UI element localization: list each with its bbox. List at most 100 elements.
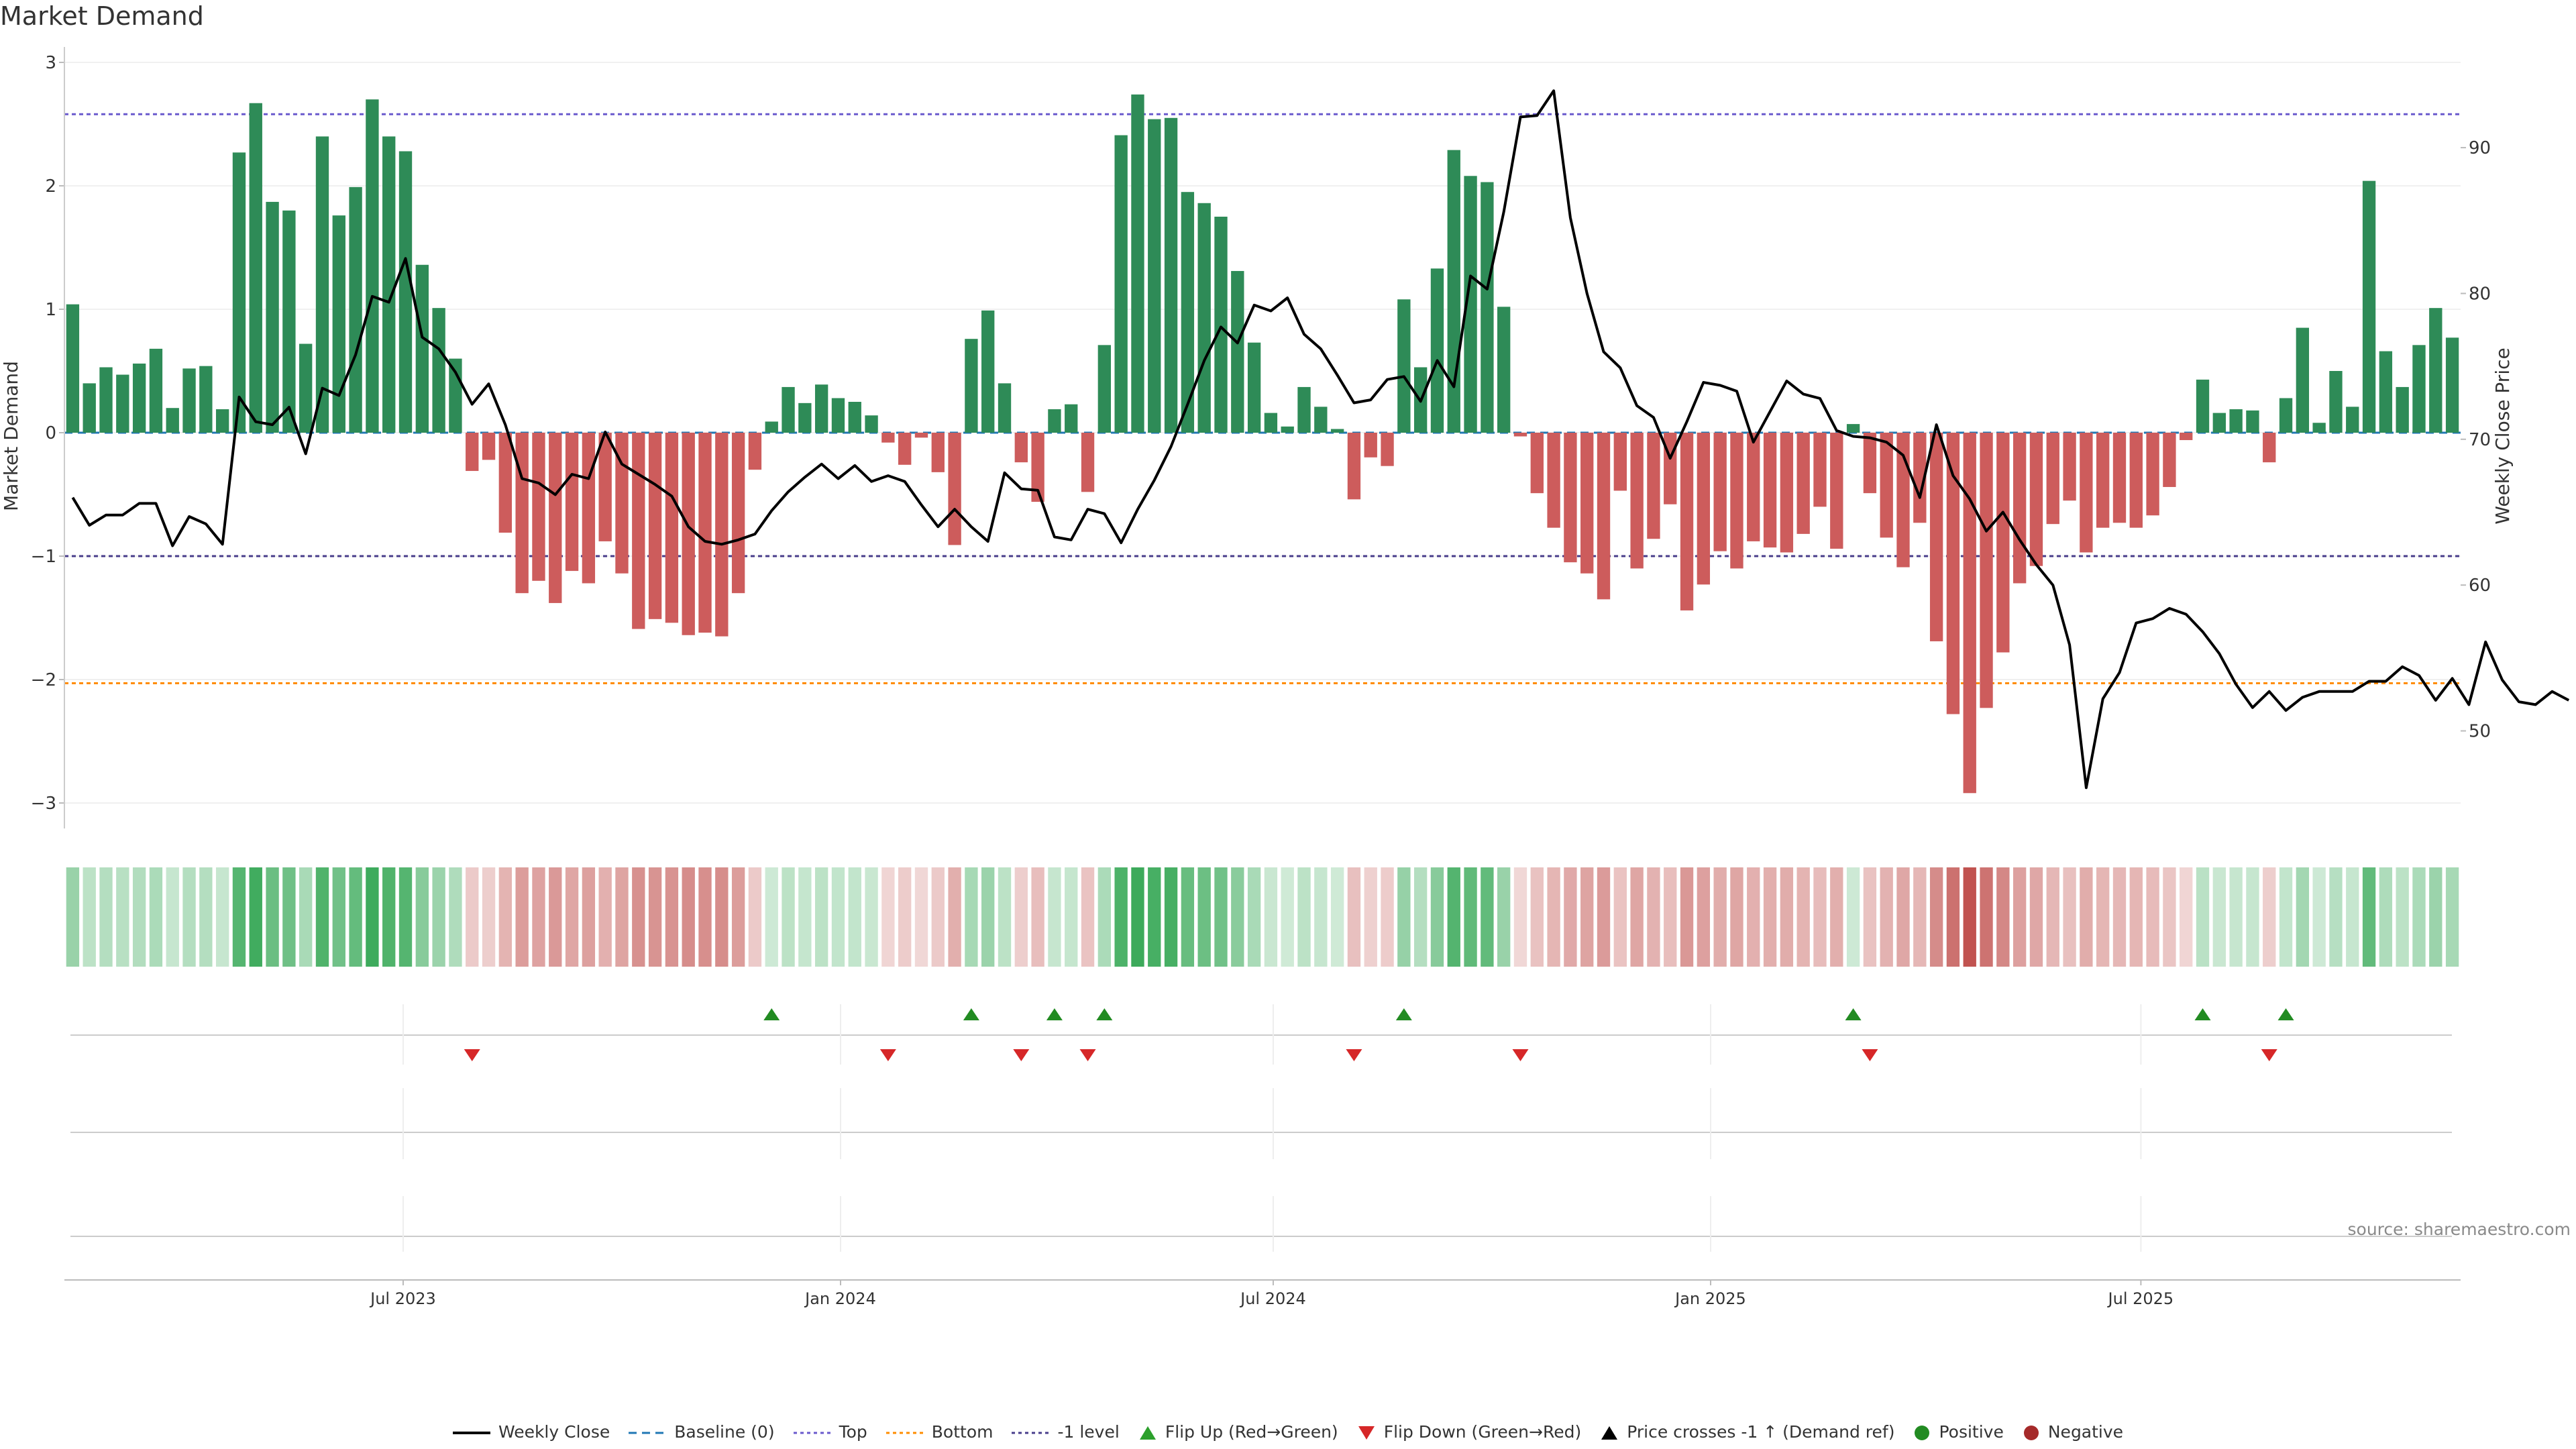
demand-bar [1613,433,1627,491]
legend-item: Positive [1913,1422,2004,1442]
demand-bar [2046,433,2059,525]
heat-cell [1796,867,1810,967]
source-label: source: sharemaestro.com [2347,1220,2571,1239]
demand-bar [648,433,662,619]
heat-cell [232,867,246,967]
demand-bar [1114,135,1128,433]
heat-cell [565,867,579,967]
heat-cell [914,867,928,967]
demand-bar [998,383,1012,433]
heat-cell [1980,867,1993,967]
demand-bar [831,398,845,433]
demand-bar [332,215,345,433]
demand-bar [715,433,729,637]
heat-cell [998,867,1012,967]
heat-cell [1413,867,1428,967]
demand-bar [914,433,928,438]
demand-bar [1181,192,1195,433]
y2-tick-label: 80 [2469,284,2491,304]
y-tick-label: 1 [45,300,56,320]
demand-bar [2196,379,2210,433]
demand-bar [449,358,462,433]
heat-cell [449,867,462,967]
heat-cell [532,867,545,967]
heat-cell [1763,867,1777,967]
heat-cell [1214,867,1228,967]
heat-cell [466,867,479,967]
demand-bar [598,433,612,541]
down-triangle-icon [1358,1426,1375,1440]
heat-cell [1164,867,1178,967]
demand-bar [83,383,96,433]
x-tick-label: Jul 2023 [369,1289,436,1308]
demand-bar [1597,433,1611,600]
demand-bar [1031,433,1044,502]
flip-up-marker [1395,1008,1412,1020]
heat-cell [598,867,612,967]
flip-up-marker [1845,1008,1862,1020]
y2-tick-label: 90 [2469,138,2491,158]
heat-cell [731,867,745,967]
heat-cell [2046,867,2059,967]
heat-cell [315,867,329,967]
demand-bar [1497,307,1511,433]
chart-title: Market Demand [0,1,204,31]
heat-cell [1830,867,1843,967]
demand-bar [2346,407,2359,433]
demand-bar [948,433,961,545]
demand-bar [2129,433,2143,528]
flip-down-marker [1512,1049,1529,1061]
demand-bar [2362,180,2376,433]
demand-bar [149,348,163,433]
heat-cell [99,867,113,967]
heat-cell [648,867,662,967]
heat-cell [981,867,995,967]
heat-cell [1863,867,1877,967]
demand-bar [2312,423,2326,433]
demand-bar [782,386,795,433]
heat-cell [1048,867,1061,967]
demand-bar [498,433,513,533]
heat-cell [1996,867,2010,967]
demand-bar [2296,327,2310,433]
weekly-close-line [71,89,2570,790]
heat-cell [349,867,362,967]
demand-bar [1780,433,1794,553]
demand-bar [398,151,413,433]
heat-cell [282,867,296,967]
heat-cell [632,867,645,967]
heat-cell [1846,867,1860,967]
demand-bar [1664,433,1677,504]
demand-bar [898,433,912,465]
heat-cell [2096,867,2110,967]
heat-cell [1131,867,1144,967]
heat-cell [398,867,413,967]
demand-bar [482,433,496,460]
legend-label: Flip Up (Red→Green) [1165,1421,1338,1442]
demand-bar [1247,342,1261,433]
demand-bar [665,433,679,623]
heat-cell [848,867,861,967]
heat-cell [182,867,196,967]
legend-label: Baseline (0) [674,1421,775,1442]
heat-cell [2163,867,2176,967]
demand-bar [748,433,762,470]
heat-cell [1730,867,1743,967]
demand-bar [1297,386,1311,433]
heat-cell [1481,867,1494,967]
legend-item: -1 level [1012,1422,1120,1442]
demand-bars [66,94,2459,794]
heat-cell [1530,867,1544,967]
y-tick-label: 3 [45,53,56,73]
heat-cell [1680,867,1694,967]
demand-bar [1464,176,1477,433]
legend-label: Price crosses -1 ↑ (Demand ref) [1627,1421,1895,1442]
demand-bar [1347,433,1361,500]
heat-cell [1297,867,1311,967]
heat-cell [2212,867,2226,967]
flip-down-marker [879,1049,896,1061]
heat-cell [432,867,445,967]
demand-bar [682,433,695,635]
legend: Weekly Close Baseline (0) Top Bottom -1 leve… [0,1421,2576,1442]
heat-cell [2279,867,2293,967]
